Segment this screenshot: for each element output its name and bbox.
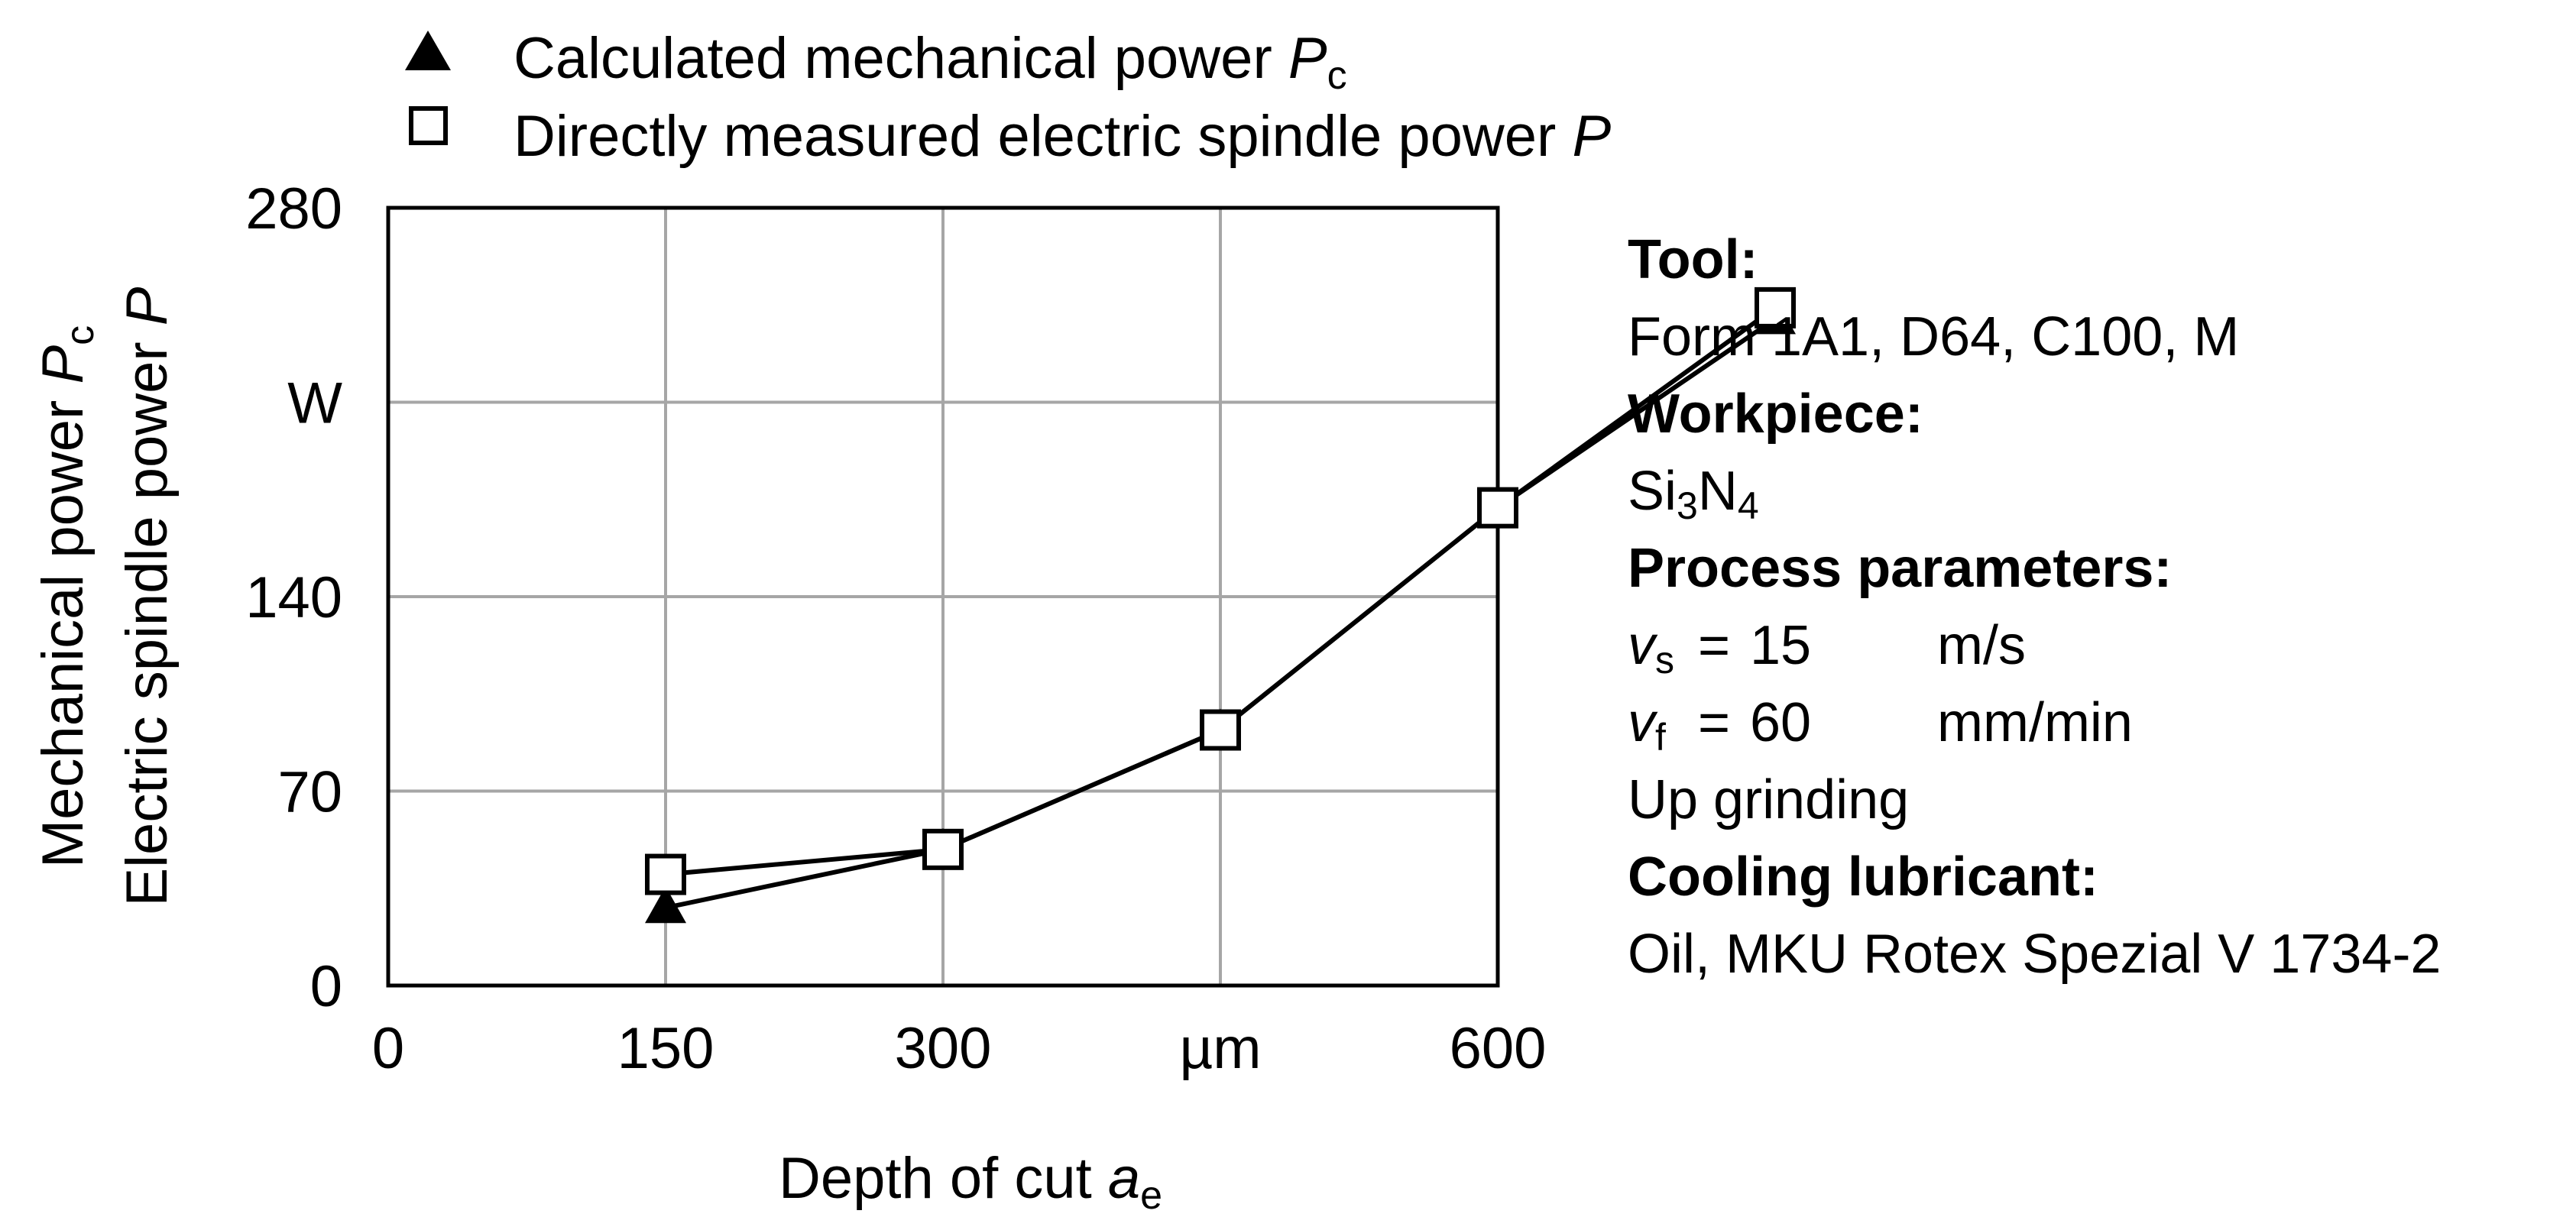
data-point-square bbox=[645, 853, 686, 895]
vs-symbol: vs bbox=[1628, 615, 1674, 681]
legend-marker-square bbox=[409, 106, 448, 145]
tool-value: Form 1A1, D64, C100, M bbox=[1628, 306, 2240, 367]
vs-eq: = bbox=[1698, 615, 1731, 676]
data-point-square bbox=[922, 828, 964, 870]
workpiece-n-sub: 4 bbox=[1737, 484, 1759, 527]
cooling-value: Oil, MKU Rotex Spezial V 1734-2 bbox=[1628, 924, 2442, 985]
workpiece-si: Si bbox=[1628, 461, 1677, 522]
vf-symbol: vf bbox=[1628, 692, 1666, 759]
data-point-triangle bbox=[645, 886, 686, 924]
data-point-square bbox=[1477, 487, 1518, 529]
data-point-square bbox=[1200, 709, 1241, 751]
workpiece-value: Si3N4 bbox=[1628, 453, 2441, 530]
legend: Calculated mechanical power Pc Directly … bbox=[405, 26, 1611, 169]
legend-marker-triangle bbox=[405, 31, 451, 70]
workpiece-heading: Workpiece: bbox=[1628, 384, 1923, 445]
y-tick-label: 70 bbox=[277, 760, 342, 825]
vf-eq: = bbox=[1698, 692, 1731, 753]
x-tick-label: 300 bbox=[895, 1016, 992, 1081]
x-tick-label: 150 bbox=[617, 1016, 714, 1081]
vf-unit: mm/min bbox=[1937, 692, 2133, 753]
series bbox=[645, 286, 1796, 924]
grinding-mode: Up grinding bbox=[1628, 769, 1910, 830]
y-tick-label: 140 bbox=[245, 565, 342, 630]
vf-value: 60 bbox=[1750, 692, 1812, 753]
process-heading: Process parameters: bbox=[1628, 538, 2173, 599]
param-vf: vf = 60 mm/min bbox=[1628, 685, 2441, 762]
x-axis-label: Depth of cut ae bbox=[779, 1146, 1162, 1217]
y-axis-label-mechanical: Mechanical power Pc bbox=[31, 325, 102, 868]
y-axis-label-electric: Electric spindle power P bbox=[115, 286, 180, 906]
legend-label-calculated: Calculated mechanical power Pc bbox=[514, 26, 1347, 98]
y-tick-labels: 0 70 140 W 280 bbox=[245, 176, 342, 1019]
vs-value: 15 bbox=[1750, 615, 1812, 676]
workpiece-si-sub: 3 bbox=[1677, 484, 1698, 527]
y-tick-label: 280 bbox=[245, 176, 342, 241]
y-tick-label: 0 bbox=[310, 954, 342, 1019]
x-tick-label: 600 bbox=[1450, 1016, 1547, 1081]
workpiece-n: N bbox=[1697, 461, 1738, 522]
tool-heading: Tool: bbox=[1628, 229, 1758, 290]
info-panel: Tool: Form 1A1, D64, C100, M Workpiece: … bbox=[1628, 222, 2441, 993]
y-tick-label: W bbox=[287, 371, 342, 436]
param-vs: vs = 15 m/s bbox=[1628, 607, 2441, 685]
x-tick-labels: 0 150 300 µm 600 bbox=[372, 1016, 1547, 1081]
vs-unit: m/s bbox=[1937, 615, 2026, 676]
cooling-heading: Cooling lubricant: bbox=[1628, 846, 2098, 908]
x-tick-label: 0 bbox=[372, 1016, 404, 1081]
plot-area bbox=[386, 206, 1500, 988]
legend-label-measured: Directly measured electric spindle power… bbox=[514, 104, 1611, 169]
data-point-square bbox=[1755, 286, 1796, 329]
x-tick-label: µm bbox=[1179, 1016, 1261, 1081]
